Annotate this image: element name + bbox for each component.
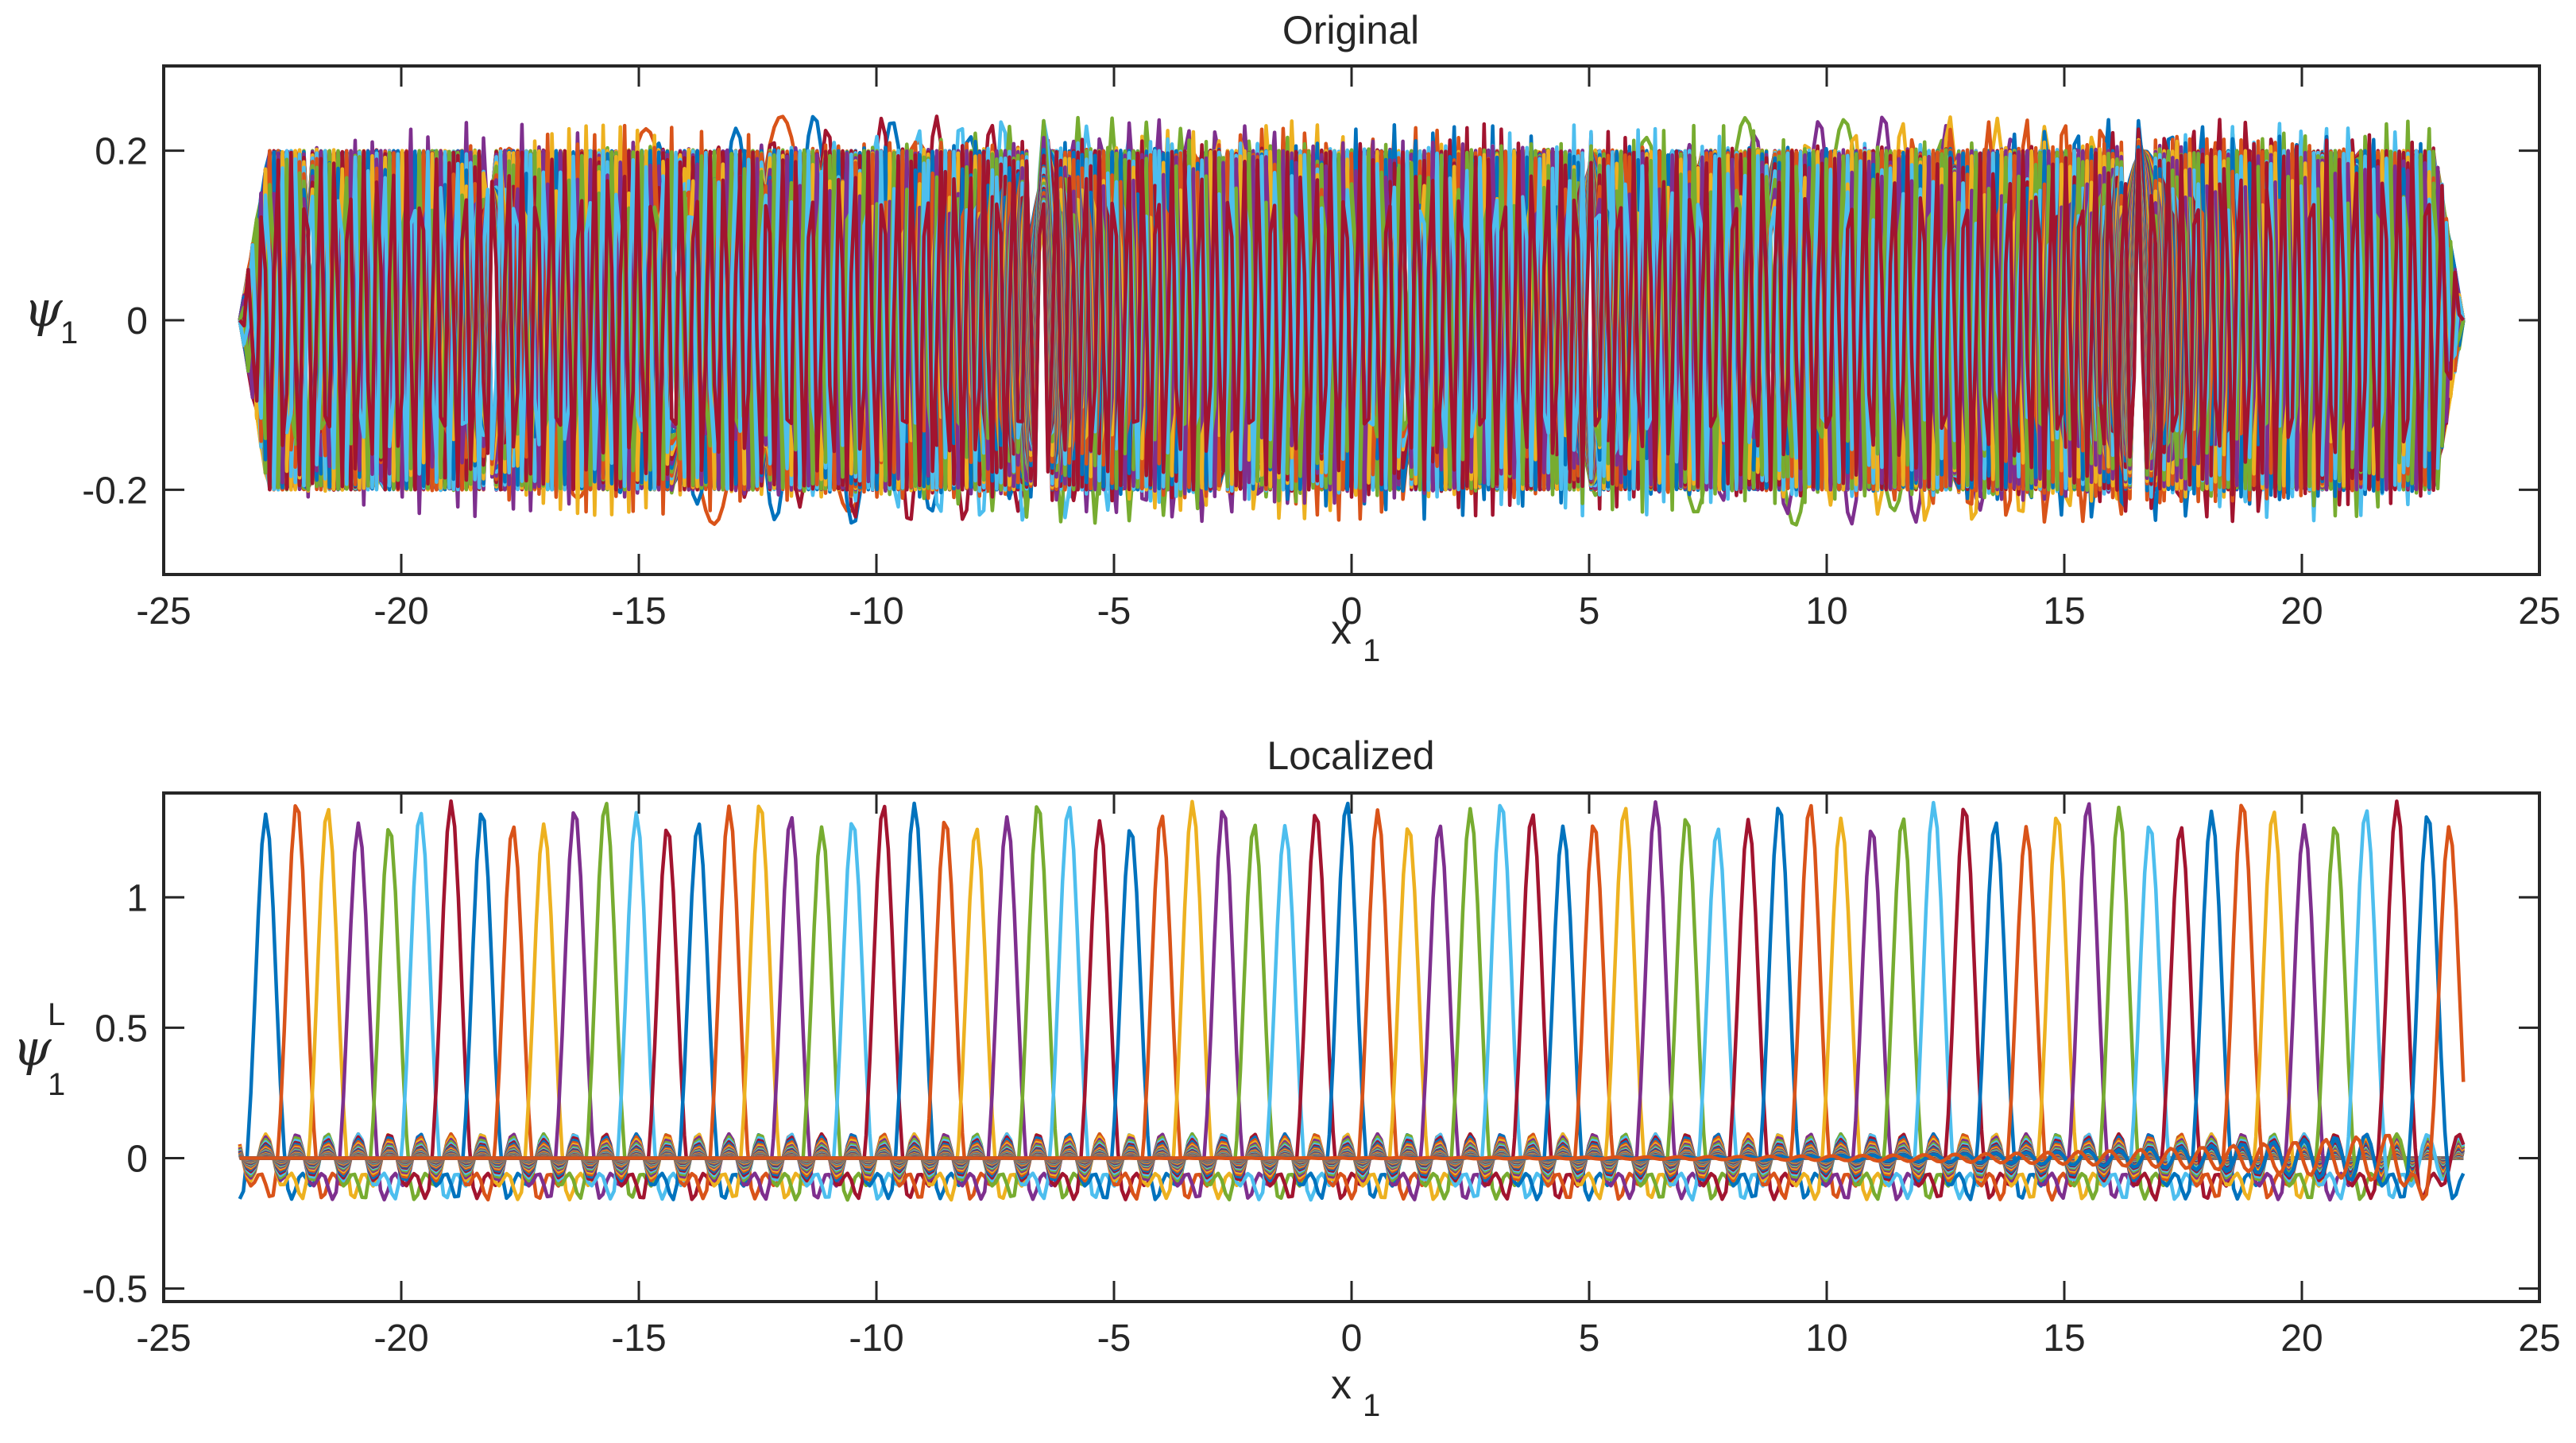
x-tick-label: 0 bbox=[1341, 1317, 1363, 1360]
x-tick-label: -10 bbox=[849, 590, 903, 633]
y-axis-label: ψ L 1 bbox=[13, 997, 65, 1102]
x-tick-label: 10 bbox=[1805, 590, 1847, 633]
series-lines bbox=[238, 114, 2466, 527]
x-tick-label: 10 bbox=[1805, 1317, 1847, 1360]
tick-marks: -25 -20 -15 -10 -5 0 5 10 15 20 25 -0.5 0 0.5 1 bbox=[82, 793, 2561, 1360]
series-line bbox=[238, 133, 2466, 506]
svg-text:1: 1 bbox=[1363, 633, 1380, 668]
chart-title: Localized bbox=[1267, 733, 1434, 778]
x-tick-label: -25 bbox=[136, 590, 191, 633]
svg-text:x: x bbox=[1331, 607, 1352, 653]
svg-text:L: L bbox=[48, 997, 65, 1032]
x-axis-label: x 1 bbox=[1331, 1362, 1380, 1423]
y-axis-label: ψ 1 bbox=[24, 280, 78, 350]
y-tick-label: -0.2 bbox=[82, 470, 148, 512]
x-tick-label: -20 bbox=[373, 590, 428, 633]
x-tick-label: -5 bbox=[1097, 1317, 1131, 1360]
y-tick-label: 0 bbox=[126, 300, 148, 342]
chart-title: Original bbox=[1282, 8, 1419, 52]
series-line bbox=[239, 825, 2466, 1201]
x-tick-label: -15 bbox=[611, 1317, 666, 1360]
x-tick-label: -20 bbox=[373, 1317, 428, 1360]
y-tick-label: 0.2 bbox=[95, 131, 148, 173]
x-tick-label: 20 bbox=[2280, 590, 2323, 633]
svg-text:1: 1 bbox=[1363, 1388, 1380, 1423]
x-tick-label: -10 bbox=[849, 1317, 903, 1360]
x-tick-label: 20 bbox=[2280, 1317, 2323, 1360]
svg-text:ψ: ψ bbox=[13, 1019, 52, 1077]
y-tick-label: 0.5 bbox=[95, 1008, 148, 1050]
x-tick-label: 25 bbox=[2518, 590, 2560, 633]
x-axis-label: x 1 bbox=[1331, 607, 1380, 668]
chart-original: Original -25 -20 -15 -10 -5 0 5 10 15 20 25 -0.2 0 0.… bbox=[24, 8, 2561, 668]
tick-marks: -25 -20 -15 -10 -5 0 5 10 15 20 25 -0.2 0 0.2 bbox=[82, 66, 2561, 633]
x-tick-label: 15 bbox=[2043, 590, 2085, 633]
y-tick-label: 0 bbox=[126, 1138, 148, 1180]
chart-localized: Localized -25 -20 -15 -10 -5 0 5 10 15 20 25 -0.5 0 0… bbox=[13, 733, 2561, 1423]
y-tick-label: 1 bbox=[126, 877, 148, 919]
y-tick-label: -0.5 bbox=[82, 1269, 148, 1311]
x-tick-label: 5 bbox=[1579, 1317, 1600, 1360]
x-tick-label: -5 bbox=[1097, 590, 1131, 633]
x-tick-label: -25 bbox=[136, 1317, 191, 1360]
x-tick-label: 25 bbox=[2518, 1317, 2560, 1360]
series-lines bbox=[238, 799, 2466, 1202]
svg-text:1: 1 bbox=[48, 1067, 65, 1102]
svg-text:x: x bbox=[1331, 1362, 1352, 1408]
svg-text:1: 1 bbox=[60, 315, 78, 350]
svg-text:ψ: ψ bbox=[24, 280, 64, 338]
x-tick-label: -15 bbox=[611, 590, 666, 633]
x-tick-label: 5 bbox=[1579, 590, 1600, 633]
x-tick-label: 15 bbox=[2043, 1317, 2085, 1360]
x-tick-label: 0 bbox=[1341, 590, 1363, 633]
